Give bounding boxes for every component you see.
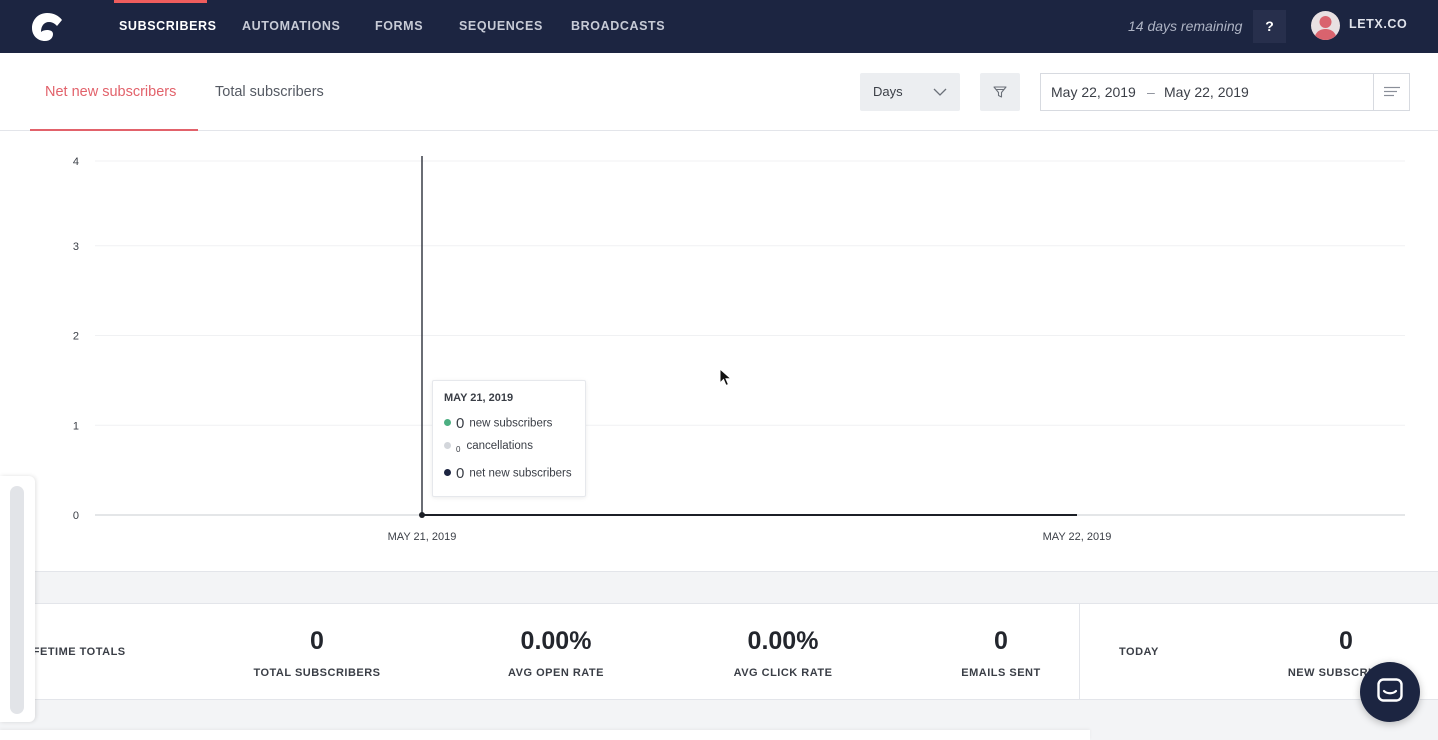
tooltip-label: net new subscribers <box>469 467 572 480</box>
today-title: TODAY <box>1119 646 1159 658</box>
stat-label: TOTAL SUBSCRIBERS <box>253 667 381 679</box>
tooltip-dot-icon <box>444 419 451 426</box>
active-tab-underline <box>30 129 198 131</box>
lower-content-panel <box>0 730 1090 740</box>
tooltip-row-net-new-subscribers: 0 net new subscribers <box>444 465 572 482</box>
tooltip-row-cancellations: 0 cancellations <box>444 440 533 456</box>
stat-value: 0.00% <box>520 627 592 655</box>
tooltip-label: cancellations <box>466 440 533 452</box>
nav-broadcasts[interactable]: BROADCASTS <box>571 19 666 33</box>
tooltip-row-new-subscribers: 0 new subscribers <box>444 415 553 432</box>
side-scroll-panel[interactable] <box>0 476 35 722</box>
stat-avg-click-rate: 0.00% AVG CLICK RATE <box>693 626 873 679</box>
date-range-start[interactable]: May 22, 2019 <box>1051 84 1136 100</box>
stat-value: 0 <box>310 627 324 655</box>
nav-automations[interactable]: AUTOMATIONS <box>242 19 341 33</box>
top-navigation: SUBSCRIBERS AUTOMATIONS FORMS SEQUENCES … <box>0 0 1438 53</box>
account-name[interactable]: LETX.CO <box>1349 17 1408 31</box>
avatar[interactable] <box>1311 11 1340 40</box>
y-tick-label: 0 <box>73 510 79 522</box>
date-range-menu-button[interactable] <box>1373 74 1409 110</box>
tab-total-subscribers[interactable]: Total subscribers <box>215 84 324 100</box>
nav-sequences[interactable]: SEQUENCES <box>459 19 543 33</box>
stat-label: AVG CLICK RATE <box>733 667 833 679</box>
user-avatar-icon <box>1314 16 1337 40</box>
date-range-picker[interactable]: May 22, 2019 – May 22, 2019 <box>1040 73 1410 111</box>
y-tick-label: 4 <box>73 156 79 168</box>
convertkit-logo-icon[interactable] <box>29 10 65 44</box>
totals-strip: LIFETIME TOTALS 0 TOTAL SUBSCRIBERS 0.00… <box>0 603 1438 700</box>
stat-avg-open-rate: 0.00% AVG OPEN RATE <box>466 626 646 679</box>
stat-value: 0.00% <box>747 627 819 655</box>
stat-label: AVG OPEN RATE <box>508 667 604 679</box>
chevron-down-icon <box>933 88 947 96</box>
y-tick-label: 3 <box>73 241 79 253</box>
tooltip-dot-icon <box>444 469 451 476</box>
stat-emails-sent: 0 EMAILS SENT <box>911 626 1091 679</box>
stat-total-subscribers: 0 TOTAL SUBSCRIBERS <box>227 626 407 679</box>
series-point <box>419 512 425 518</box>
x-tick-label: MAY 21, 2019 <box>388 531 457 543</box>
stat-label: EMAILS SENT <box>961 667 1041 679</box>
tooltip-value: 0 <box>456 465 465 482</box>
filter-button[interactable] <box>980 73 1020 111</box>
date-range-separator: – <box>1147 84 1155 100</box>
mouse-pointer-icon <box>719 368 733 387</box>
tab-net-new-subscribers[interactable]: Net new subscribers <box>45 84 177 100</box>
lifetime-totals-title: LIFETIME TOTALS <box>22 646 126 658</box>
chat-launcher-button[interactable] <box>1360 662 1420 722</box>
net-subscribers-chart[interactable]: 0 1 2 3 4 MAY 21, 2019 MAY 22, 2019 <box>0 131 1438 572</box>
totals-divider <box>1079 604 1080 699</box>
filter-icon <box>993 86 1007 98</box>
y-tick-label: 1 <box>73 420 79 432</box>
tooltip-value: 0 <box>456 415 465 432</box>
tooltip-date: MAY 21, 2019 <box>444 392 514 404</box>
chart-tooltip: MAY 21, 2019 0 new subscribers 0 cancellat… <box>432 380 586 497</box>
interval-select-value: Days <box>873 84 903 99</box>
tooltip-dot-icon <box>444 441 451 449</box>
trial-remaining-text[interactable]: 14 days remaining <box>1128 18 1243 34</box>
stat-value: 0 <box>994 627 1008 655</box>
help-button[interactable]: ? <box>1253 10 1286 43</box>
tooltip-label: new subscribers <box>469 417 553 430</box>
nav-active-indicator <box>114 0 207 3</box>
stat-value: 0 <box>1339 627 1353 655</box>
date-range-end[interactable]: May 22, 2019 <box>1164 84 1249 100</box>
nav-forms[interactable]: FORMS <box>375 19 424 33</box>
chat-icon <box>1377 678 1403 702</box>
interval-select[interactable]: Days <box>860 73 960 111</box>
y-tick-label: 2 <box>73 331 79 343</box>
nav-subscribers[interactable]: SUBSCRIBERS <box>119 19 217 33</box>
tooltip-value: 0 <box>456 444 461 454</box>
report-header: Net new subscribers Total subscribers Da… <box>0 53 1438 131</box>
x-tick-label: MAY 22, 2019 <box>1043 531 1112 543</box>
chart-panel <box>0 131 1438 572</box>
scrollbar-thumb[interactable] <box>10 486 24 714</box>
menu-lines-icon <box>1384 86 1400 97</box>
